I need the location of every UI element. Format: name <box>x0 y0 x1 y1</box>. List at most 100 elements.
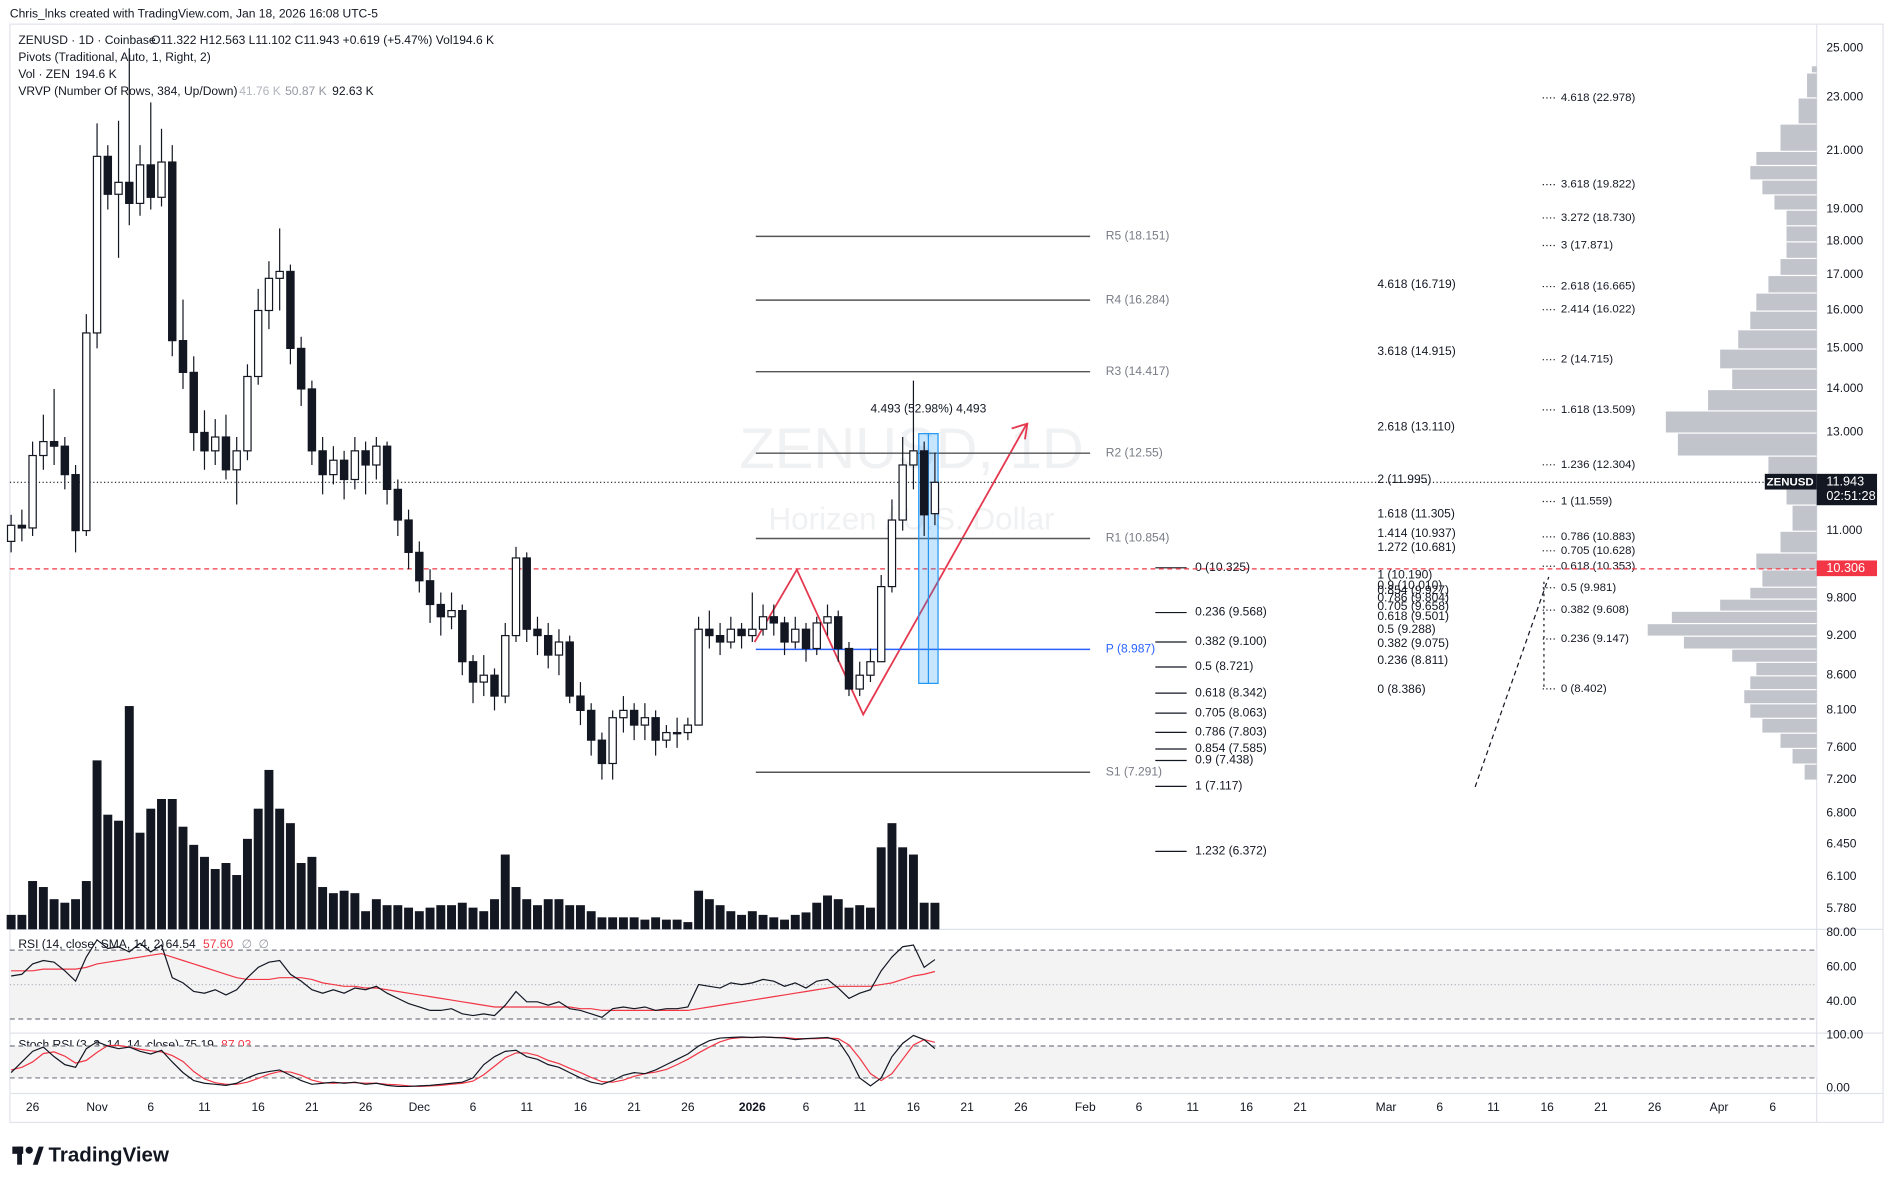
volume-bar <box>17 914 27 930</box>
fib-label: 0.5 (8.721) <box>1195 659 1253 673</box>
volume-bar <box>28 881 38 930</box>
volume-bar <box>887 823 897 930</box>
fib-label: 3.618 (14.915) <box>1377 344 1455 358</box>
volume-bar <box>382 905 392 930</box>
vrvp-legend: 92.63 K <box>332 84 374 98</box>
candle-body <box>619 709 628 719</box>
volume-bar <box>747 911 757 930</box>
fib-label: 1.414 (10.937) <box>1377 526 1455 540</box>
fib-label: 0.854 (7.585) <box>1195 741 1267 755</box>
vrvp-bar <box>1786 226 1817 242</box>
fib-label: 0.236 (8.811) <box>1377 653 1448 667</box>
volume-bar <box>60 902 70 930</box>
x-tick-label: Nov <box>86 1100 107 1114</box>
candle-body <box>339 459 349 481</box>
outer-border <box>9 23 1884 1124</box>
candle-body <box>597 739 607 765</box>
stoch-k-line <box>10 1034 936 1088</box>
vrvp-bar <box>1756 151 1817 165</box>
candle-body <box>919 450 929 516</box>
vrvp-bar <box>1768 456 1817 480</box>
fib-label: 0.705 (10.628) <box>1561 545 1636 557</box>
candle-body <box>447 609 456 618</box>
volume-bar <box>350 893 360 930</box>
x-tick-label: 21 <box>627 1100 641 1114</box>
vrvp-bar <box>1807 73 1817 98</box>
volume-bar <box>855 905 865 930</box>
candle-body <box>662 731 671 741</box>
volume-bar <box>221 863 231 930</box>
x-tick-label: 16 <box>574 1100 588 1114</box>
logo-text: TradingView <box>49 1144 169 1167</box>
candle-body <box>769 616 779 624</box>
y-tick-label: 6.800 <box>1826 805 1856 819</box>
candle-body <box>361 450 370 466</box>
candle-body <box>146 164 155 198</box>
symbol: ZENUSD · 1D · Coinbase <box>18 33 156 47</box>
y-tick-label: 23.000 <box>1826 89 1863 103</box>
candle-body <box>640 717 650 726</box>
symbol-tag <box>1764 473 1817 490</box>
vrvp-bar <box>1744 690 1817 704</box>
volume-bar <box>404 907 414 930</box>
x-tick-label: 26 <box>681 1100 695 1114</box>
vrvp-bar <box>1732 649 1817 662</box>
volume-bar <box>253 808 263 930</box>
rsi-tick-label: 40.00 <box>1826 994 1856 1008</box>
candle-body <box>780 622 789 643</box>
logo-icon <box>32 1146 44 1165</box>
candle-body <box>458 609 467 663</box>
candle-body <box>554 641 564 656</box>
volume-bar <box>586 911 596 930</box>
volume-bar <box>49 899 59 930</box>
volume-bar <box>737 914 747 930</box>
volume-bar <box>479 911 489 930</box>
vrvp-bar <box>1780 124 1817 151</box>
volume-bar <box>135 832 145 930</box>
x-tick-label: 16 <box>251 1100 265 1114</box>
candle-body <box>425 580 435 606</box>
candle-body <box>189 371 198 434</box>
y-tick-label: 14.000 <box>1826 381 1863 395</box>
fib-label: 3.272 (18.730) <box>1561 212 1636 224</box>
candle-body <box>200 431 209 452</box>
candle-body <box>501 634 510 697</box>
y-tick-label: 5.780 <box>1826 901 1856 915</box>
price-line-tag <box>1816 560 1878 577</box>
rsi-legend: 57.60 <box>203 937 233 951</box>
y-tick-label: 21.000 <box>1826 143 1863 157</box>
fib-label: 0.618 (9.501) <box>1377 609 1449 623</box>
fib-label: 1.232 (6.372) <box>1195 844 1267 858</box>
pivot-label: R3 (14.417) <box>1106 364 1170 378</box>
fib-label: 0 (8.386) <box>1377 682 1425 696</box>
vrvp-bar <box>1677 433 1817 456</box>
volume-bar <box>361 911 371 930</box>
volume-bar <box>457 902 467 930</box>
candle-body <box>17 524 27 529</box>
candle-body <box>114 181 123 195</box>
volume-bar <box>200 856 209 930</box>
volume-bar <box>393 905 403 930</box>
volume-bar <box>232 875 242 930</box>
candle-body <box>705 628 714 637</box>
volume-bar <box>296 863 306 930</box>
vrvp-bar <box>1756 662 1817 676</box>
candle-body <box>39 440 48 457</box>
vrvp-bar <box>1774 195 1817 210</box>
volume-bar <box>103 814 113 930</box>
volume-bar <box>468 907 478 930</box>
vrvp-bar <box>1780 733 1817 748</box>
vrvp-bar <box>1762 570 1817 587</box>
pivot-label: R1 (10.854) <box>1106 531 1170 545</box>
fib-label: 0.382 (9.075) <box>1377 636 1449 650</box>
candle-body <box>909 450 918 466</box>
symbol-tag-label: ZENUSD <box>1767 476 1814 488</box>
vrvp-bar <box>1750 676 1817 690</box>
rsi-line <box>11 938 936 1018</box>
candle-body <box>168 161 177 342</box>
logo-icon <box>25 1146 33 1154</box>
candle-body <box>791 628 800 643</box>
x-tick-label: 21 <box>305 1100 319 1114</box>
rsi-legend: ∅ <box>259 937 270 951</box>
volume-bar <box>618 917 628 930</box>
